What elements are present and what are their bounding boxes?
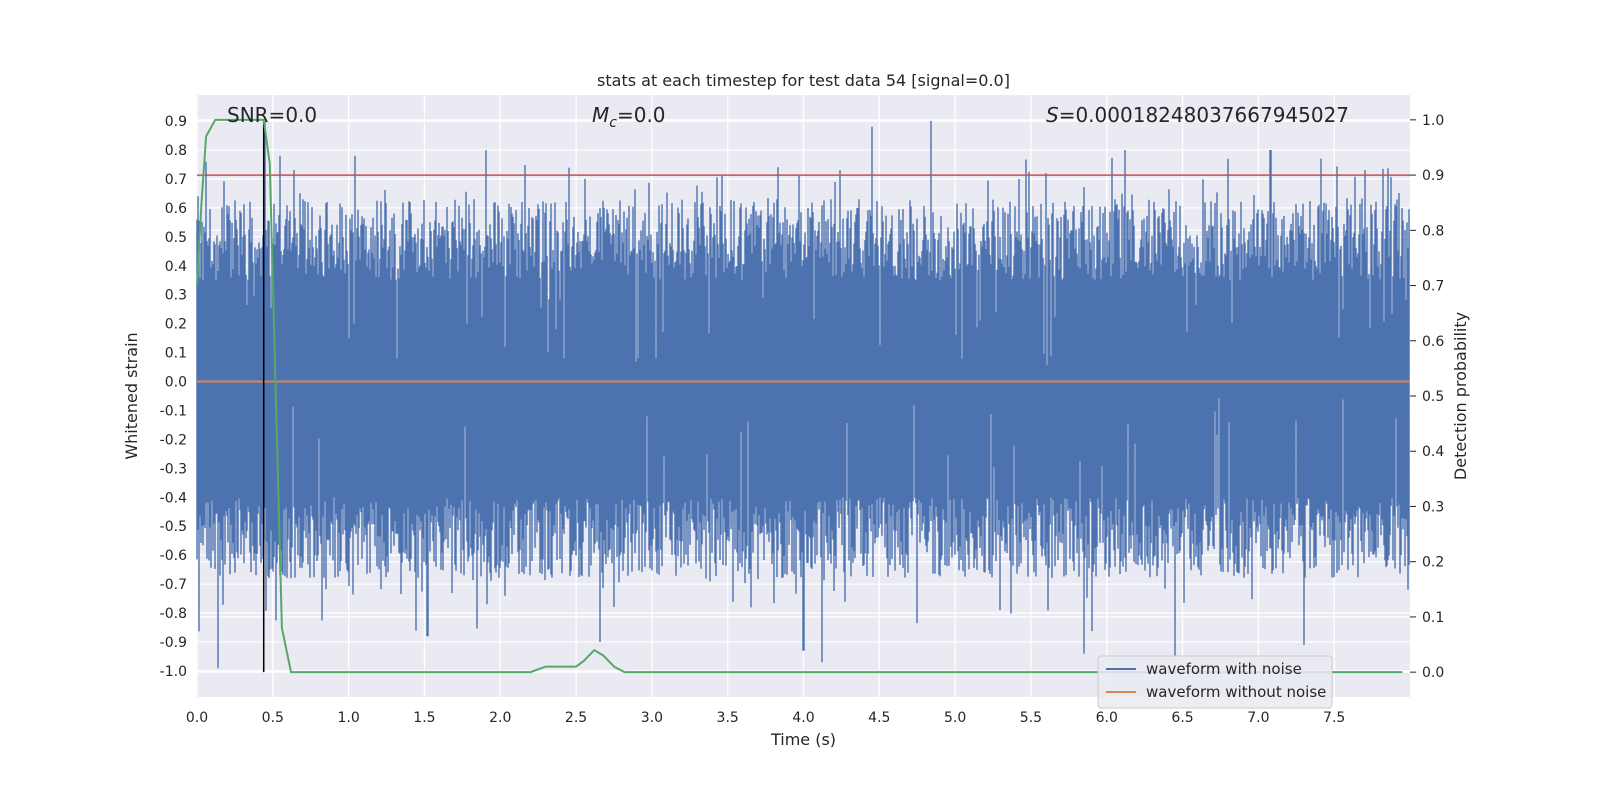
legend-label-noise: waveform with noise [1146, 660, 1302, 678]
y2-tick-label: 0.3 [1422, 499, 1444, 515]
x-tick-label: 6.0 [1096, 710, 1118, 726]
x-tick-label: 7.5 [1323, 710, 1345, 726]
y-tick-label: 0.2 [165, 317, 187, 333]
y2-tick-label: 0.7 [1422, 279, 1444, 295]
y2-tick-label: 0.2 [1422, 555, 1444, 571]
y-tick-label: -0.8 [160, 606, 187, 622]
x-tick-label: 0.5 [262, 710, 284, 726]
y-tick-label: 0.9 [165, 114, 187, 130]
legend-box [1097, 655, 1333, 709]
x-tick-label: 5.5 [1020, 710, 1042, 726]
y-tick-label: 0.1 [165, 346, 187, 362]
y2-tick-label: 0.4 [1422, 444, 1444, 460]
y-tick-label: -0.3 [160, 461, 187, 477]
y-tick-label: 0.7 [165, 172, 187, 188]
y-tick-label: -0.7 [160, 577, 187, 593]
y2-tick-label: 0.6 [1422, 334, 1444, 350]
detection-probability-line [196, 118, 1403, 674]
y2-tick-label: 0.8 [1422, 223, 1444, 239]
legend-label-clean: waveform without noise [1146, 683, 1326, 701]
x-tick-label: 2.0 [489, 710, 511, 726]
y-tick-label: -0.2 [160, 432, 187, 448]
x-tick-label: 2.5 [565, 710, 587, 726]
x-tick-label: 0.0 [186, 710, 208, 726]
y-axis-right-label: Detection probability [1451, 312, 1470, 480]
x-tick-label: 1.0 [337, 710, 359, 726]
y-tick-label: 0.3 [165, 288, 187, 304]
y-tick-label: -0.9 [160, 635, 187, 651]
x-tick-label: 7.0 [1247, 710, 1269, 726]
score-annotation: S=0.00018248037667945027 [1046, 103, 1349, 127]
y-axis-label: Whitened strain [122, 332, 141, 459]
snr-annotation: SNR=0.0 [227, 103, 317, 127]
y-tick-label: 0.4 [165, 259, 187, 275]
y2-tick-label: 0.5 [1422, 389, 1444, 405]
y-tick-label: 0.6 [165, 201, 187, 217]
y-tick-label: -0.5 [160, 519, 187, 535]
x-tick-label: 3.0 [641, 710, 663, 726]
y2-tick-label: 0.9 [1422, 168, 1444, 184]
tick-labels: 0.0 0.5 1.0 1.5 2.0 2.5 3.0 3.5 4.0 4.5 5.0 5.5 6.0 6… [160, 113, 1445, 726]
y-tick-label: -0.6 [160, 548, 187, 564]
series-lines [196, 118, 1410, 674]
y-tick-label: 0.5 [165, 230, 187, 246]
x-tick-label: 4.0 [792, 710, 814, 726]
y-tick-label: 0.0 [165, 375, 187, 391]
y-tick-label: 0.8 [165, 143, 187, 159]
y-tick-label: -0.4 [160, 490, 187, 506]
legend: waveform with noise waveform without noi… [1097, 655, 1333, 709]
y-tick-label: -1.0 [160, 664, 187, 680]
y2-tick-label: 1.0 [1422, 113, 1444, 129]
x-tick-label: 6.5 [1171, 710, 1193, 726]
x-tick-label: 1.5 [413, 710, 435, 726]
chart-title: stats at each timestep for test data 54 … [597, 71, 1010, 90]
x-tick-label: 3.5 [717, 710, 739, 726]
y2-tick-label: 0.1 [1422, 610, 1444, 626]
x-axis-label: Time (s) [770, 730, 836, 749]
y2-tick-label: 0.0 [1422, 665, 1444, 681]
chirp-mass-annotation: Mc=0.0 [592, 103, 666, 131]
x-tick-label: 4.5 [868, 710, 890, 726]
x-tick-label: 5.0 [944, 710, 966, 726]
y-tick-label: -0.1 [160, 403, 187, 419]
